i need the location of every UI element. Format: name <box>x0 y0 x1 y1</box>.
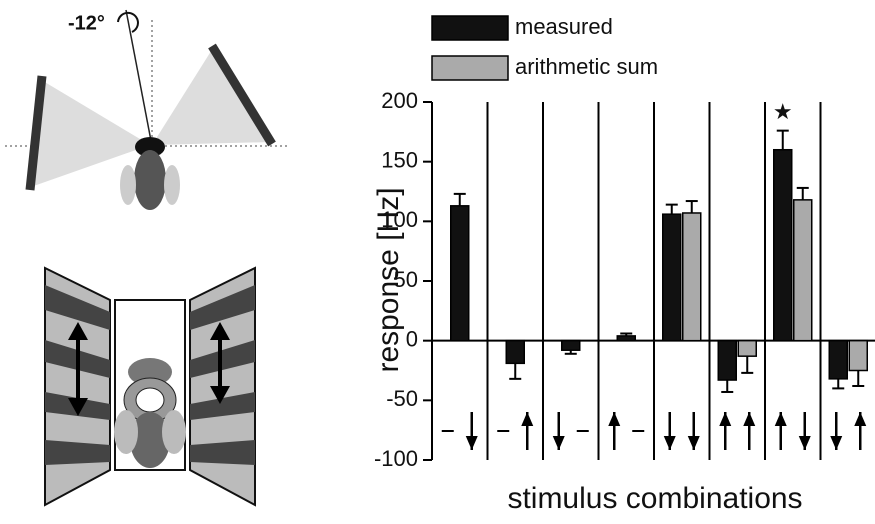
bar <box>828 339 848 380</box>
stimulus-arrowhead <box>465 436 478 450</box>
y-tick-label: -50 <box>386 386 418 411</box>
stimulus-arrowhead <box>743 412 756 426</box>
y-tick-label: 100 <box>381 207 418 232</box>
bar <box>737 339 757 357</box>
bar <box>662 213 682 342</box>
legend-swatch <box>431 15 509 41</box>
fly-view-arena <box>44 266 256 507</box>
bar <box>616 335 636 342</box>
bar <box>561 339 581 351</box>
stimulus-arrowhead <box>521 412 534 426</box>
x-axis-label: stimulus combinations <box>507 482 802 515</box>
bar <box>793 199 813 342</box>
stimulus-arrowhead <box>719 412 732 426</box>
stimulus-arrowhead <box>854 412 867 426</box>
y-tick-label: 200 <box>381 88 418 113</box>
stimulus-arrowhead <box>830 436 843 450</box>
bar <box>848 339 868 372</box>
bar <box>773 148 793 342</box>
bar <box>682 212 702 342</box>
fly-view-top: -12° <box>5 9 290 210</box>
stimulus-arrowhead <box>663 436 676 450</box>
bar <box>717 339 737 381</box>
stimulus-arrowhead <box>552 436 565 450</box>
bar <box>450 205 470 342</box>
legend-label: measured <box>515 14 613 39</box>
stimulus-arrowhead <box>798 436 811 450</box>
y-tick-label: 150 <box>381 147 418 172</box>
stimulus-arrowhead <box>774 412 787 426</box>
legend-label: arithmetic sum <box>515 54 658 79</box>
legend-swatch <box>431 55 509 81</box>
angle-label: -12° <box>68 12 105 34</box>
stimulus-arrowhead <box>687 436 700 450</box>
y-axis-label: response [Hz] <box>372 187 405 372</box>
y-tick-label: 50 <box>394 267 418 292</box>
bar <box>505 339 525 365</box>
annotation: ★ <box>773 99 793 124</box>
stimulus-arrowhead <box>608 412 621 426</box>
y-tick-label: -100 <box>374 446 418 471</box>
y-tick-label: 0 <box>406 326 418 351</box>
